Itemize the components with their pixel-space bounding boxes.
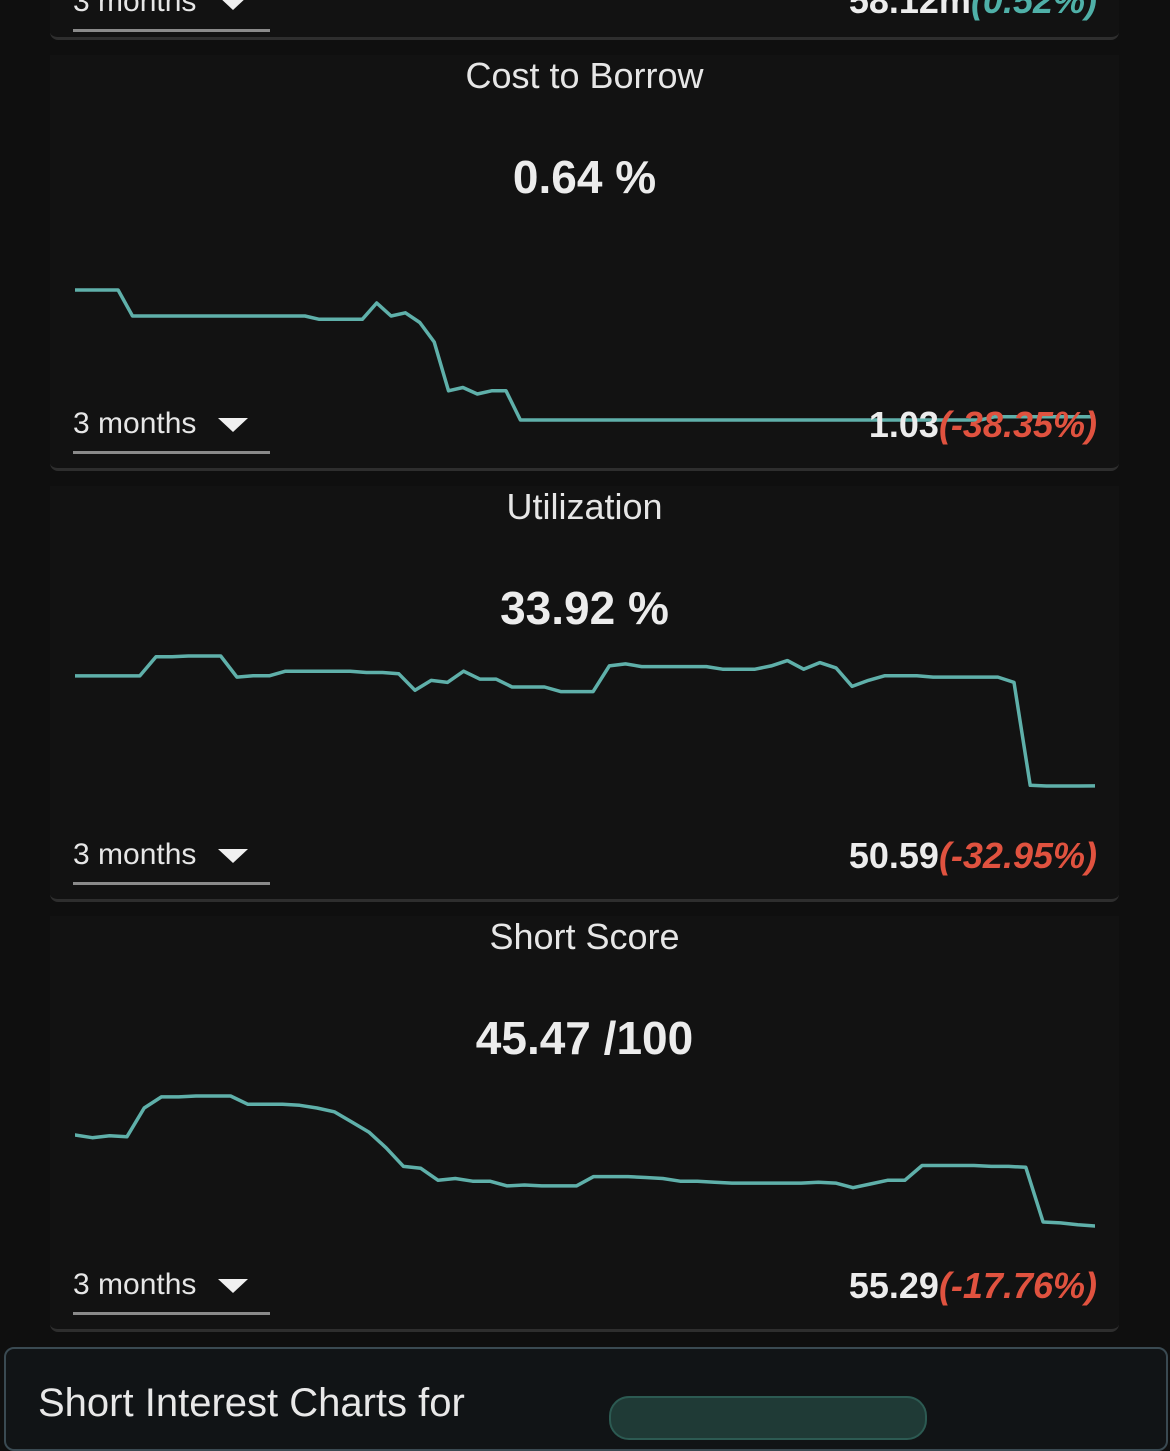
sparkline-line — [75, 288, 1095, 422]
partial-card-top: 3 months 58.12m(0.52%) — [50, 0, 1119, 40]
ticker-pill[interactable] — [609, 1396, 927, 1440]
previous-value-number: 55.29 — [848, 1265, 939, 1306]
previous-value-change: (0.52%) — [970, 0, 1097, 21]
card-utilization: Utilization 33.92 % 3 months 50.59(-32.9… — [50, 486, 1119, 902]
range-select-label: 3 months — [73, 407, 197, 440]
range-select[interactable]: 3 months — [73, 0, 270, 32]
caret-down-icon — [218, 418, 248, 432]
sparkline-chart — [75, 654, 1095, 788]
card-cost-to-borrow: Cost to Borrow 0.64 % 3 months 1.03(-38.… — [50, 55, 1119, 471]
previous-value-change: (-38.35%) — [938, 404, 1097, 445]
card-value: 33.92 % — [500, 582, 669, 634]
sparkline-line — [75, 1094, 1095, 1228]
sparkline-chart — [75, 1094, 1095, 1228]
sparkline-line — [75, 654, 1095, 788]
range-select-label: 3 months — [73, 0, 197, 18]
previous-value: 50.59(-32.95%) — [849, 835, 1097, 877]
previous-value: 1.03(-38.35%) — [869, 404, 1097, 446]
range-select[interactable]: 3 months — [73, 1268, 270, 1315]
short-interest-charts-panel: Short Interest Charts for — [4, 1347, 1168, 1451]
previous-value-number: 50.59 — [848, 835, 939, 876]
range-select[interactable]: 3 months — [73, 838, 270, 885]
panel-title: Short Interest Charts for — [38, 1381, 465, 1425]
previous-value: 55.29(-17.76%) — [849, 1265, 1097, 1307]
previous-value-change: (-32.95%) — [938, 835, 1097, 876]
card-title: Utilization — [506, 486, 663, 527]
previous-value-number: 58.12m — [848, 0, 971, 21]
card-short-score: Short Score 45.47 /100 3 months 55.29(-1… — [50, 916, 1119, 1332]
card-title: Cost to Borrow — [465, 55, 704, 96]
range-select-label: 3 months — [73, 838, 197, 871]
caret-down-icon — [218, 0, 248, 10]
range-select-label: 3 months — [73, 1268, 197, 1301]
card-value: 45.47 /100 — [475, 1012, 694, 1064]
previous-value-change: (-17.76%) — [938, 1265, 1097, 1306]
caret-down-icon — [218, 1279, 248, 1293]
previous-value: 58.12m(0.52%) — [849, 0, 1097, 22]
card-title: Short Score — [489, 916, 680, 957]
caret-down-icon — [218, 849, 248, 863]
range-select[interactable]: 3 months — [73, 407, 270, 454]
card-value: 0.64 % — [512, 151, 657, 203]
sparkline-chart — [75, 288, 1095, 422]
previous-value-number: 1.03 — [868, 404, 939, 445]
